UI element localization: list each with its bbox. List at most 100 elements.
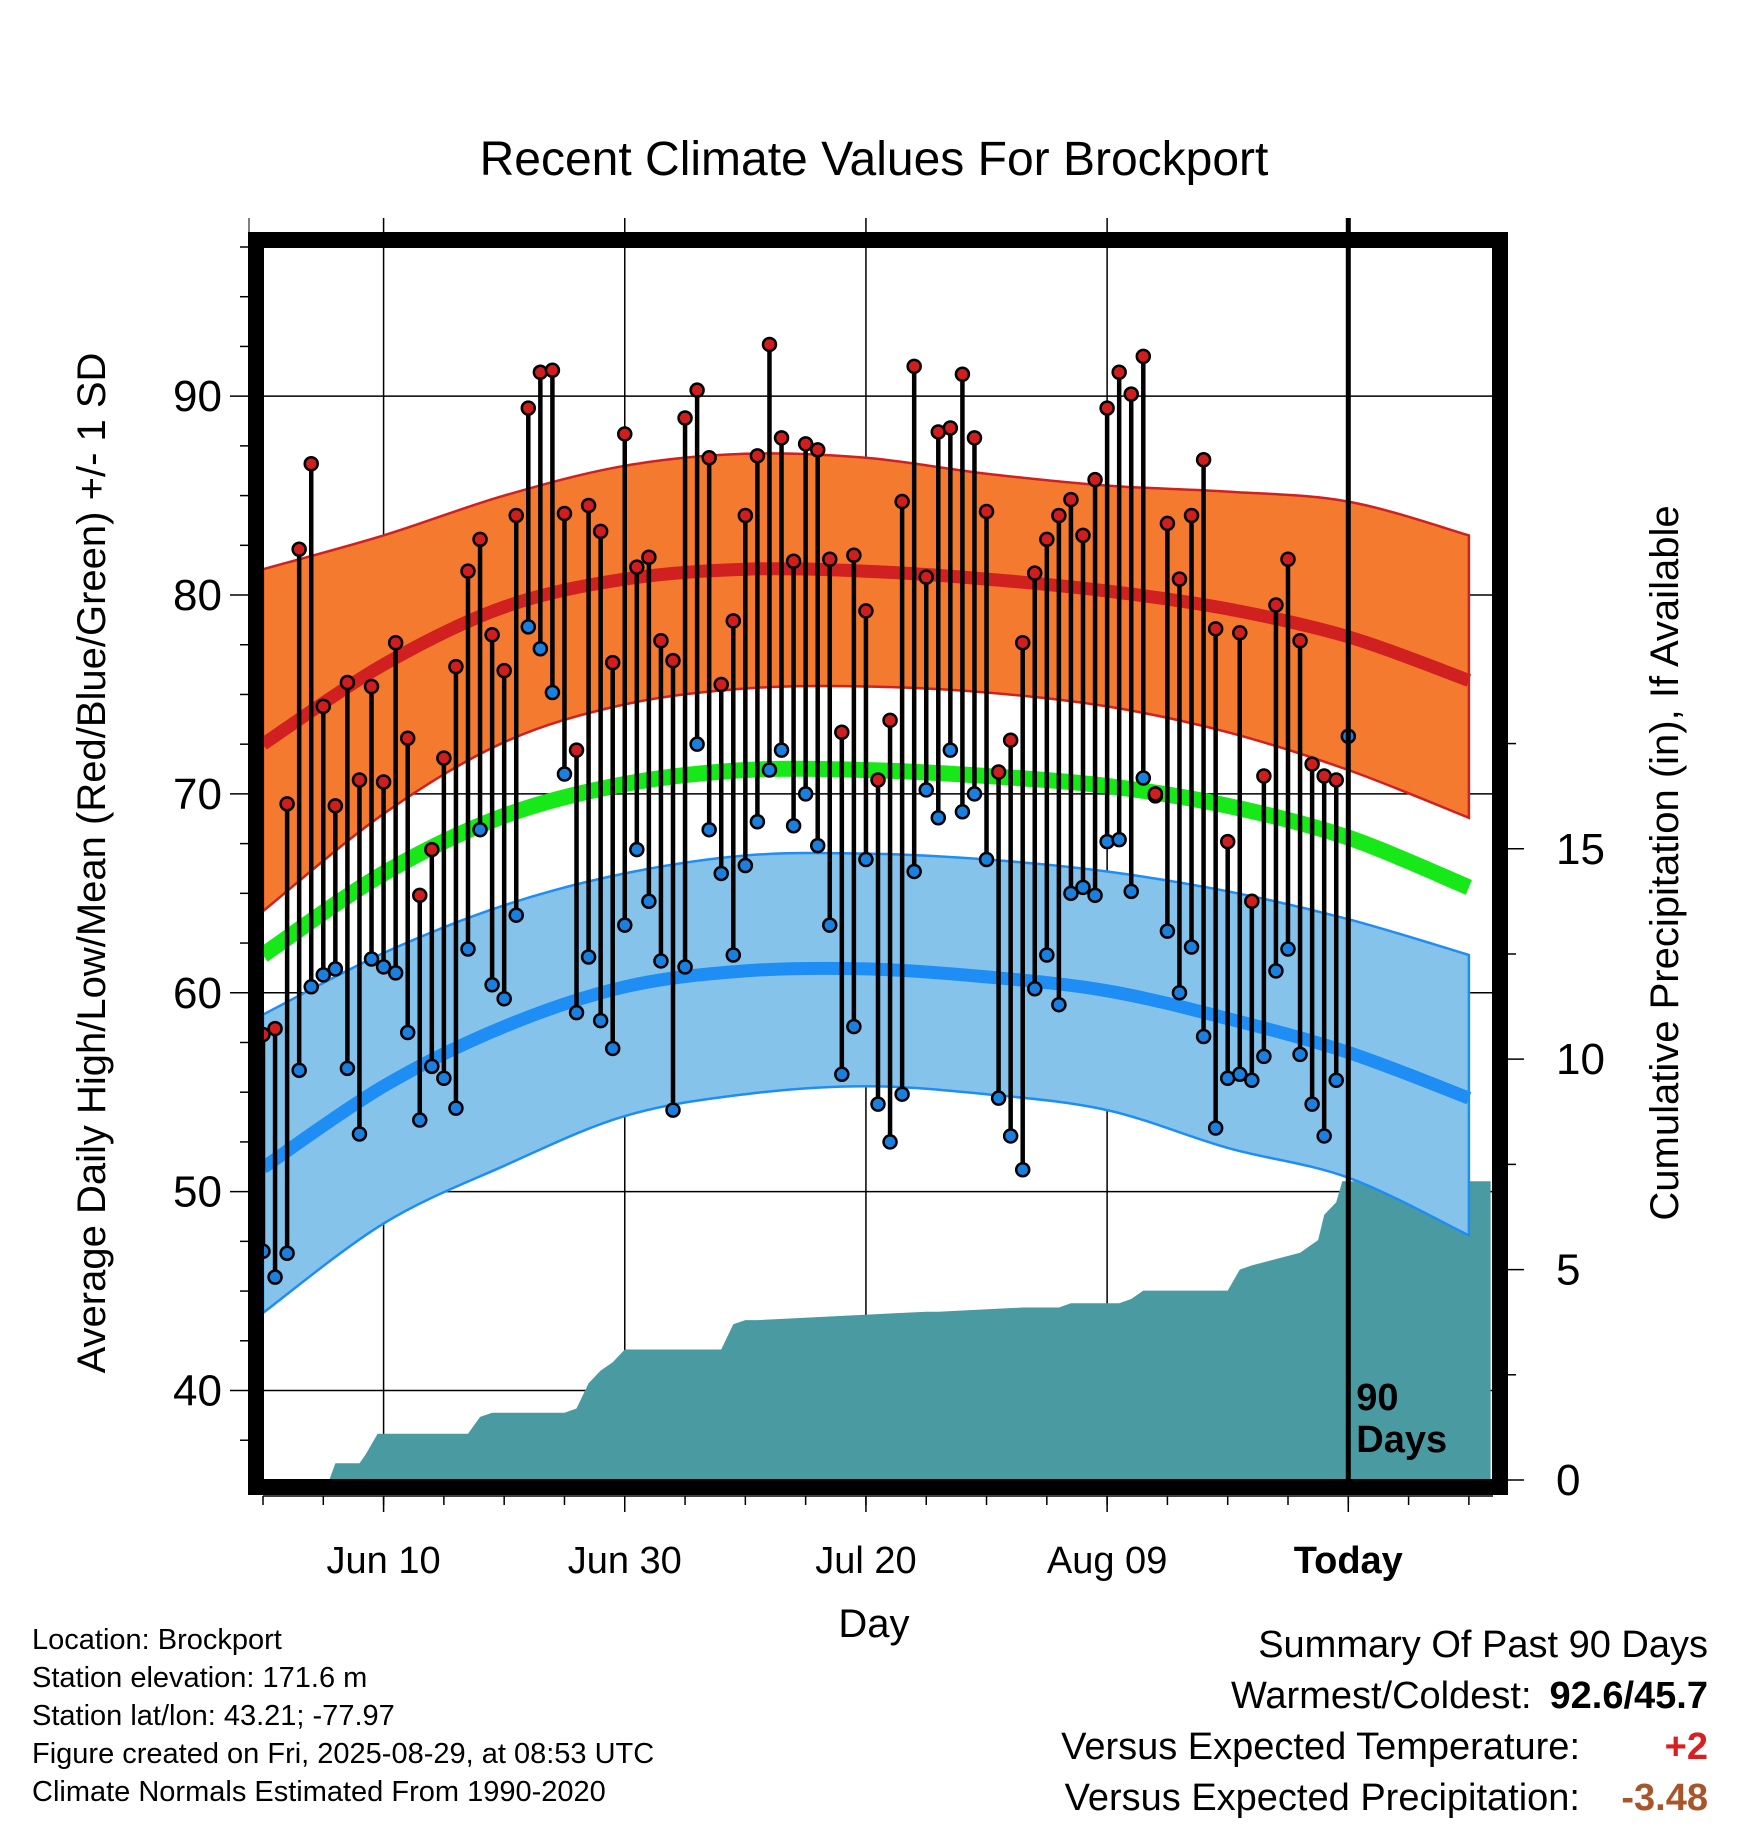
high-point bbox=[990, 764, 1007, 780]
high-point bbox=[436, 750, 452, 766]
low-point bbox=[460, 941, 476, 957]
low-point bbox=[809, 837, 826, 854]
low-point bbox=[882, 1134, 898, 1150]
low-point bbox=[713, 865, 729, 882]
low-point bbox=[1135, 770, 1152, 786]
high-point bbox=[580, 497, 597, 514]
warmest-coldest-row: Warmest/Coldest: 92.6/45.7 bbox=[1061, 1671, 1708, 1722]
high-point bbox=[267, 1020, 283, 1037]
high-point bbox=[327, 798, 344, 814]
low-point bbox=[1039, 947, 1055, 963]
low-point bbox=[532, 640, 549, 657]
low-point bbox=[1232, 1066, 1248, 1083]
low-point bbox=[749, 813, 766, 830]
low-point bbox=[327, 961, 344, 977]
low-point bbox=[761, 762, 778, 778]
low-point bbox=[363, 951, 380, 967]
high-point bbox=[617, 426, 633, 442]
high-point bbox=[604, 654, 621, 671]
low-point bbox=[918, 782, 934, 798]
temperature-departure-value: +2 bbox=[1664, 1726, 1708, 1768]
y2-tick-label: 15 bbox=[1556, 825, 1605, 874]
low-point bbox=[1316, 1128, 1332, 1144]
low-point bbox=[641, 893, 657, 910]
daily-stems-layer bbox=[263, 344, 1339, 1278]
low-point bbox=[966, 786, 983, 802]
precipitation-departure-label: Versus Expected Precipitation: bbox=[1064, 1777, 1580, 1819]
precipitation-departure-value: -3.48 bbox=[1621, 1777, 1708, 1819]
low-point bbox=[1123, 883, 1139, 900]
high-point bbox=[1075, 527, 1091, 544]
today-days-word: Days bbox=[1356, 1419, 1447, 1461]
high-point bbox=[713, 676, 729, 693]
low-point bbox=[737, 857, 754, 874]
high-point bbox=[387, 635, 404, 651]
high-point bbox=[665, 652, 681, 669]
high-point bbox=[1207, 621, 1224, 637]
high-point bbox=[1159, 515, 1176, 532]
high-point bbox=[375, 774, 392, 790]
low-point bbox=[1268, 963, 1284, 979]
low-point bbox=[351, 1126, 368, 1142]
high-point bbox=[954, 366, 971, 383]
precip-area-layer bbox=[263, 1181, 1491, 1480]
high-point bbox=[496, 662, 512, 679]
warmest-coldest-label: Warmest/Coldest: bbox=[1230, 1675, 1532, 1717]
low-point bbox=[448, 1100, 464, 1116]
y-axis-label: Average Daily High/Low/Mean (Red/Blue/Gr… bbox=[70, 353, 114, 1374]
y2-tick-label: 5 bbox=[1556, 1246, 1580, 1295]
high-point bbox=[1027, 565, 1043, 581]
high-point bbox=[785, 553, 802, 569]
warmest-coldest-value: 92.6/45.7 bbox=[1549, 1675, 1708, 1717]
low-point bbox=[1014, 1162, 1031, 1178]
high-point bbox=[942, 420, 959, 436]
high-point bbox=[448, 658, 464, 675]
high-point bbox=[291, 541, 307, 558]
y-tick-label: 40 bbox=[173, 1367, 222, 1416]
normals-text: Climate Normals Estimated From 1990-2020 bbox=[32, 1776, 606, 1808]
low-point bbox=[1328, 1072, 1344, 1089]
high-point bbox=[966, 430, 983, 446]
high-point bbox=[653, 633, 669, 649]
precipitation-departure-row: Versus Expected Precipitation: -3.48 bbox=[1061, 1773, 1708, 1824]
high-point bbox=[846, 547, 862, 563]
x-tick-label: Aug 09 bbox=[1047, 1540, 1167, 1582]
low-point bbox=[604, 1040, 621, 1057]
y-tick-label: 50 bbox=[173, 1168, 222, 1217]
low-point bbox=[834, 1066, 850, 1083]
low-point bbox=[1099, 833, 1115, 850]
high-point bbox=[894, 493, 910, 510]
plot-border bbox=[248, 232, 1508, 1495]
high-point bbox=[725, 613, 742, 629]
created-text: Figure created on Fri, 2025-08-29, at 08… bbox=[32, 1738, 655, 1770]
location-text: Location: Brockport bbox=[32, 1624, 282, 1656]
low-point bbox=[1280, 941, 1296, 957]
high-point bbox=[1147, 786, 1164, 802]
low-point bbox=[858, 851, 874, 868]
low-point bbox=[592, 1012, 609, 1029]
plot-frame bbox=[248, 232, 1508, 1495]
high-point bbox=[737, 507, 754, 524]
daily-points-layer bbox=[255, 336, 1357, 1285]
low-point bbox=[580, 949, 597, 965]
low-point bbox=[484, 977, 500, 993]
high-point bbox=[797, 436, 814, 452]
low-point bbox=[387, 965, 404, 981]
low-point bbox=[942, 742, 959, 758]
high-point bbox=[1039, 531, 1055, 548]
high-point bbox=[629, 559, 645, 575]
elevation-text: Station elevation: 171.6 m bbox=[32, 1662, 368, 1694]
high-point bbox=[1244, 893, 1260, 910]
latlon-text: Station lat/lon: 43.21; -77.97 bbox=[32, 1700, 395, 1732]
y2-tick-label: 10 bbox=[1556, 1035, 1605, 1084]
high-point bbox=[532, 364, 549, 381]
low-point bbox=[1256, 1048, 1272, 1065]
high-point bbox=[1268, 597, 1284, 613]
low-point bbox=[773, 742, 790, 758]
today-days-number: 90 bbox=[1356, 1377, 1398, 1419]
high-point bbox=[1111, 364, 1127, 381]
high-point bbox=[424, 841, 440, 858]
high-point bbox=[1051, 507, 1067, 524]
low-point bbox=[701, 821, 717, 838]
